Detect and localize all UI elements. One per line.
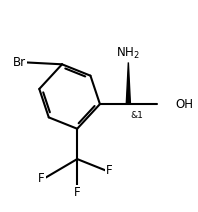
Text: F: F — [38, 172, 45, 184]
Text: Br: Br — [13, 56, 26, 69]
Text: OH: OH — [176, 98, 194, 111]
Text: F: F — [74, 186, 81, 199]
Text: NH$_2$: NH$_2$ — [116, 45, 140, 60]
Polygon shape — [126, 62, 130, 104]
Text: F: F — [106, 164, 112, 177]
Text: &1: &1 — [130, 111, 143, 120]
